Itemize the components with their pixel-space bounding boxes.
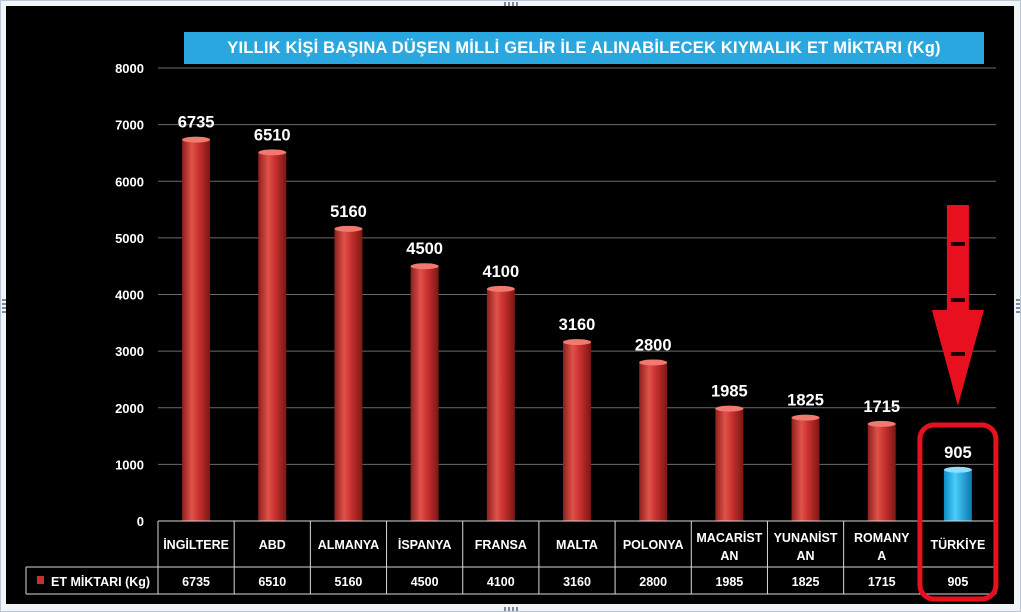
chart-area: 0 1000 2000 3000 4000 5000 6000 7000 8000 6735 65…: [6, 6, 1014, 604]
y-tick-label: 4000: [115, 288, 144, 303]
y-tick-label: 8000: [115, 61, 144, 76]
category-label: FRANSA: [475, 538, 527, 552]
arrow-head: [931, 310, 984, 406]
bar-cap: [943, 466, 972, 473]
bar: [258, 152, 287, 521]
data-label: 5160: [330, 203, 367, 221]
y-tick-label: 5000: [115, 231, 144, 246]
category-label: MALTA: [556, 538, 598, 552]
y-tick-label: 7000: [115, 118, 144, 133]
legend-swatch: [37, 576, 44, 584]
legend-label: ET MİKTARI (Kg): [51, 574, 150, 589]
data-label: 1985: [711, 383, 748, 401]
bar: [563, 342, 591, 521]
bar-cap: [486, 285, 515, 292]
bar: [410, 266, 439, 521]
category-label: ALMANYA: [318, 538, 379, 552]
category-label: İNGİLTERE: [163, 537, 229, 552]
data-label: 3160: [559, 316, 596, 334]
data-label: 1825: [787, 392, 824, 410]
data-label: 6735: [178, 114, 215, 132]
category-label: MACARİST: [696, 530, 762, 545]
table-value: 1985: [715, 575, 743, 589]
y-tick-label: 1000: [115, 457, 144, 472]
y-tick-label: 0: [137, 514, 144, 529]
y-tick-label: 6000: [115, 174, 144, 189]
table-value: 5160: [335, 575, 363, 589]
bar-cap: [639, 359, 668, 366]
bar-cap: [715, 405, 744, 412]
table-value: 3160: [563, 575, 591, 589]
bar: [791, 417, 820, 521]
right-resize-handle[interactable]: [1016, 299, 1020, 313]
bar-cap: [182, 136, 211, 143]
table-value: 6735: [182, 575, 210, 589]
bar-cap: [410, 263, 439, 270]
highlight-box: [917, 422, 999, 602]
arrow-notch: [950, 242, 965, 246]
bar: [867, 423, 896, 521]
y-tick-label: 2000: [115, 401, 144, 416]
table-value: 4100: [487, 575, 515, 589]
category-label: POLONYA: [623, 538, 684, 552]
category-label: AN: [720, 549, 738, 563]
bar: [182, 139, 211, 522]
chart-svg: 0 1000 2000 3000 4000 5000 6000 7000 8000 6735 65…: [25, 61, 999, 602]
table-value: 1715: [868, 575, 896, 589]
table-value: 2800: [639, 575, 667, 589]
data-label: 1715: [863, 398, 900, 416]
bar-cap: [867, 420, 896, 427]
category-label: ROMANY: [854, 531, 910, 545]
category-label: TÜRKİYE: [930, 537, 985, 552]
table-value: 905: [947, 575, 968, 589]
table-value: 1825: [792, 575, 820, 589]
data-label: 905: [944, 444, 972, 462]
bar: [486, 288, 515, 521]
arrow-shaft: [946, 205, 969, 317]
category-label: YUNANİST: [774, 530, 838, 545]
category-label: İSPANYA: [398, 537, 452, 552]
category-label: AN: [797, 549, 815, 563]
arrow-notch: [950, 298, 965, 302]
table-value: 6510: [258, 575, 286, 589]
data-label: 4100: [482, 263, 519, 281]
bar-cap: [334, 225, 363, 232]
category-label: A: [877, 549, 886, 563]
bar: [639, 362, 668, 521]
data-label: 4500: [406, 240, 443, 258]
left-resize-handle[interactable]: [2, 299, 6, 313]
bar-cap: [791, 414, 820, 421]
top-resize-handle[interactable]: [504, 2, 518, 6]
bar: [715, 408, 744, 521]
table-value: 4500: [411, 575, 439, 589]
chart-title: YILLIK KİŞİ BAŞINA DÜŞEN MİLLİ GELİR İLE…: [184, 32, 984, 64]
bar: [334, 228, 363, 521]
data-label: 2800: [635, 336, 672, 354]
bar-cap: [258, 149, 287, 156]
arrow-notch: [950, 352, 965, 356]
bar-cap: [563, 339, 591, 346]
category-label: ABD: [259, 538, 286, 552]
data-label: 6510: [254, 126, 291, 144]
y-tick-label: 3000: [115, 344, 144, 359]
bar: [943, 469, 972, 521]
bottom-resize-handle[interactable]: [504, 607, 518, 611]
